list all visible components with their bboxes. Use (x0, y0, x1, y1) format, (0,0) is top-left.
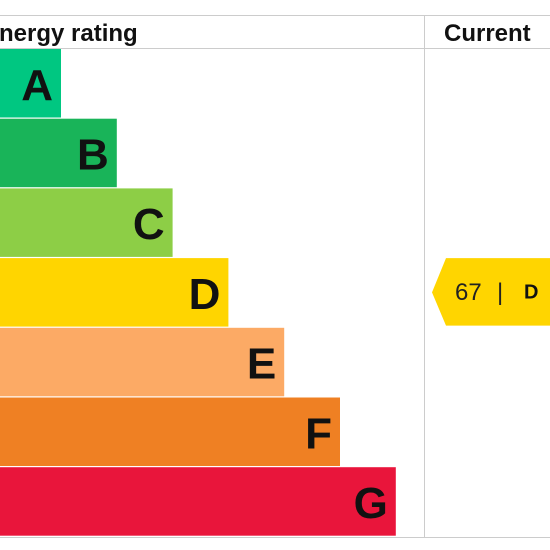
band-bar (0, 397, 340, 466)
band-letter: C (133, 200, 165, 249)
band-bar (0, 188, 173, 257)
band-bar (0, 327, 285, 397)
band-letter: G (354, 479, 388, 528)
band-letter: B (77, 130, 109, 179)
current-arrow (432, 258, 550, 326)
band-bar (0, 118, 117, 188)
header-title: Energy rating (0, 20, 138, 47)
current-score: 67 (455, 279, 482, 306)
current-separator: | (497, 279, 503, 306)
band-bar (0, 258, 229, 327)
band-bar (0, 49, 61, 118)
band-letter: E (247, 340, 276, 389)
band-letter: F (305, 409, 332, 458)
band-letter: A (21, 61, 53, 110)
header-current: Current (444, 20, 531, 47)
band-letter: D (189, 270, 221, 319)
current-band: D (524, 281, 538, 303)
band-bar (0, 467, 396, 536)
